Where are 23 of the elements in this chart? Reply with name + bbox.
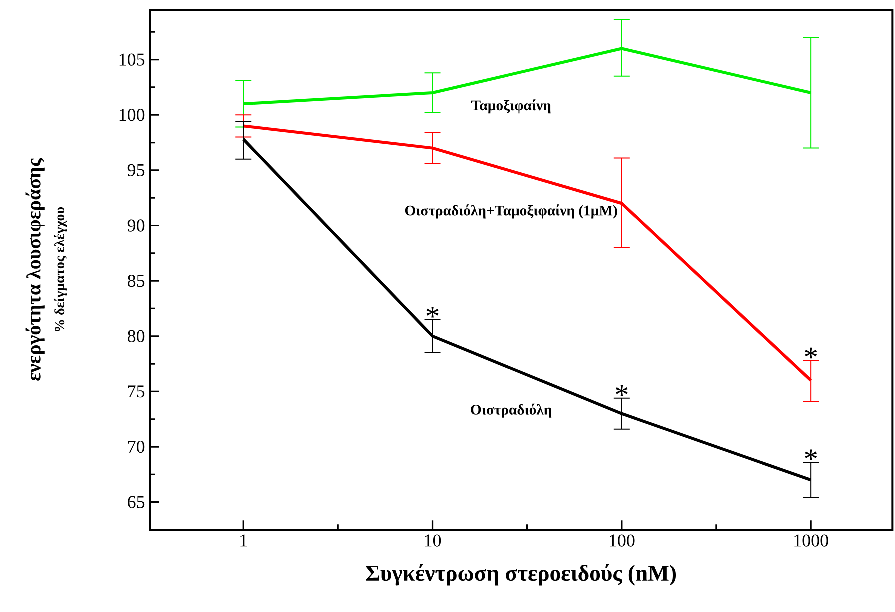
series-label: Οιστραδιόλη+Ταμοξιφαίνη (1μΜ)	[405, 204, 618, 219]
y-tick-label: 80	[128, 330, 145, 342]
x-axis-title: Συγκέντρωση στεροειδούς (nM)	[366, 564, 676, 586]
annotation: *	[805, 450, 818, 460]
y-tick-label: 90	[128, 220, 145, 232]
x-tick-label: 10	[425, 534, 442, 547]
x-tick-label: 1000	[794, 534, 828, 547]
annotation: *	[805, 348, 818, 359]
y-tick-label: 85	[128, 274, 145, 288]
y-tick-label: 65	[128, 496, 145, 508]
x-tick-label: 100	[610, 534, 635, 547]
y-axis-title: ενεργότητα λουσιφεράσης	[26, 158, 45, 381]
y-tick-label: 75	[128, 386, 145, 398]
y-tick-label: 70	[128, 440, 145, 454]
y-tick-label: 100	[120, 109, 145, 122]
x-tick-label: 1	[240, 534, 248, 547]
y-tick-label: 95	[128, 164, 145, 176]
y-tick-label: 105	[120, 54, 145, 66]
series-label: Οιστραδιόλη	[471, 404, 552, 418]
text: % δείγματος ελέγχου	[54, 208, 68, 332]
annotation: *	[426, 306, 439, 318]
annotation: *	[616, 386, 628, 396]
series-label: Ταμοξιφαίνη	[472, 100, 551, 114]
